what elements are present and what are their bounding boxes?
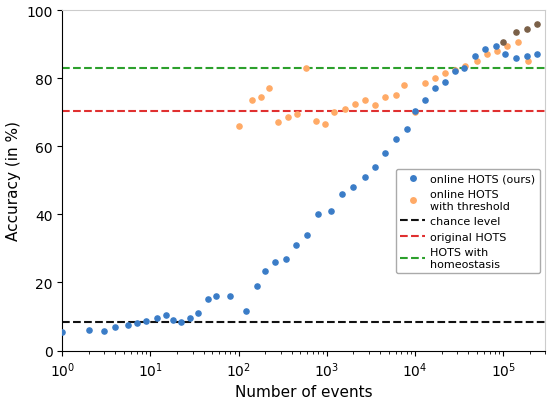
Point <box>123 322 132 328</box>
Point <box>349 184 358 191</box>
Point <box>301 66 310 72</box>
Point <box>274 120 283 126</box>
Point <box>431 76 440 82</box>
Point <box>421 81 430 87</box>
Point <box>234 123 243 130</box>
Point <box>410 108 419 115</box>
Point <box>132 320 141 327</box>
Point <box>523 59 532 65</box>
Point <box>186 315 195 322</box>
Point <box>370 103 379 109</box>
Point <box>402 127 411 133</box>
Point <box>303 232 312 239</box>
Point <box>391 137 400 143</box>
Point <box>321 122 329 128</box>
Point <box>471 53 479 60</box>
Point <box>261 268 269 274</box>
Point <box>58 329 67 335</box>
Point <box>241 308 250 315</box>
Point <box>410 110 419 116</box>
Point <box>503 43 511 50</box>
Point <box>441 70 450 77</box>
Point <box>212 293 220 300</box>
X-axis label: Number of events: Number of events <box>235 384 372 399</box>
Point <box>441 79 450 85</box>
Point <box>380 150 389 157</box>
Point <box>391 93 400 99</box>
Point <box>450 67 459 74</box>
Point <box>153 315 162 322</box>
Point <box>512 30 521 36</box>
Legend: online HOTS (ours), online HOTS
with threshold, chance level, original HOTS, HOT: online HOTS (ours), online HOTS with thr… <box>396 170 540 274</box>
Point <box>84 327 93 334</box>
Point <box>480 47 489 53</box>
Point <box>314 211 323 218</box>
Point <box>142 318 151 324</box>
Point <box>111 324 120 330</box>
Point <box>483 52 491 58</box>
Point <box>311 118 320 125</box>
Point <box>460 66 468 72</box>
Point <box>472 59 481 65</box>
Point <box>461 64 469 70</box>
Point <box>360 174 369 181</box>
Point <box>512 55 521 62</box>
Point <box>161 312 170 318</box>
Point <box>499 40 508 47</box>
Point <box>493 49 501 55</box>
Point <box>522 26 531 33</box>
Point <box>257 94 266 101</box>
Point <box>329 110 338 116</box>
Point <box>204 296 213 303</box>
Point <box>338 191 347 198</box>
Point <box>252 283 261 290</box>
Point <box>380 94 389 101</box>
Point <box>431 86 440 92</box>
Point <box>326 208 335 215</box>
Point <box>491 43 500 50</box>
Point <box>532 21 541 28</box>
Point <box>283 115 292 121</box>
Point <box>176 319 185 325</box>
Point <box>194 310 203 317</box>
Point <box>100 328 109 334</box>
Point <box>226 293 235 300</box>
Point <box>450 69 459 75</box>
Point <box>169 317 177 323</box>
Point <box>399 83 408 89</box>
Y-axis label: Accuracy (in %): Accuracy (in %) <box>6 121 20 241</box>
Point <box>264 86 273 92</box>
Point <box>522 53 531 60</box>
Point <box>501 52 510 58</box>
Point <box>513 40 522 47</box>
Point <box>341 106 349 113</box>
Point <box>532 52 541 58</box>
Point <box>360 98 369 104</box>
Point <box>370 164 379 171</box>
Point <box>247 98 256 104</box>
Point <box>281 256 290 262</box>
Point <box>271 259 280 266</box>
Point <box>421 98 430 104</box>
Point <box>293 111 301 118</box>
Point <box>351 101 360 108</box>
Point <box>292 242 301 249</box>
